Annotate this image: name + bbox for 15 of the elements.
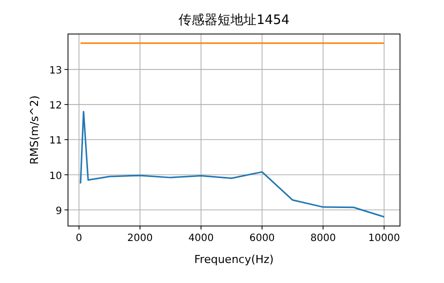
y-axis-title: RMS(m/s^2) [28, 95, 41, 165]
x-tick-label: 2000 [127, 233, 153, 244]
line-series [80, 110, 385, 218]
y-tick-label: 9 [56, 206, 62, 217]
x-tick-label: 10000 [368, 233, 400, 244]
x-tick-label: 4000 [188, 233, 214, 244]
chart-title: 传感器短地址1454 [178, 13, 290, 28]
y-tick-label: 12 [49, 100, 62, 112]
y-tick-label: 11 [49, 136, 62, 147]
x-axis-title: Frequency(Hz) [194, 253, 274, 266]
x-tick-label: 0 [76, 233, 82, 244]
x-tick-label: 8000 [310, 233, 336, 244]
y-tick-label: 10 [49, 170, 62, 182]
x-tick-label: 6000 [249, 233, 275, 244]
y-tick-label: 13 [49, 65, 62, 76]
